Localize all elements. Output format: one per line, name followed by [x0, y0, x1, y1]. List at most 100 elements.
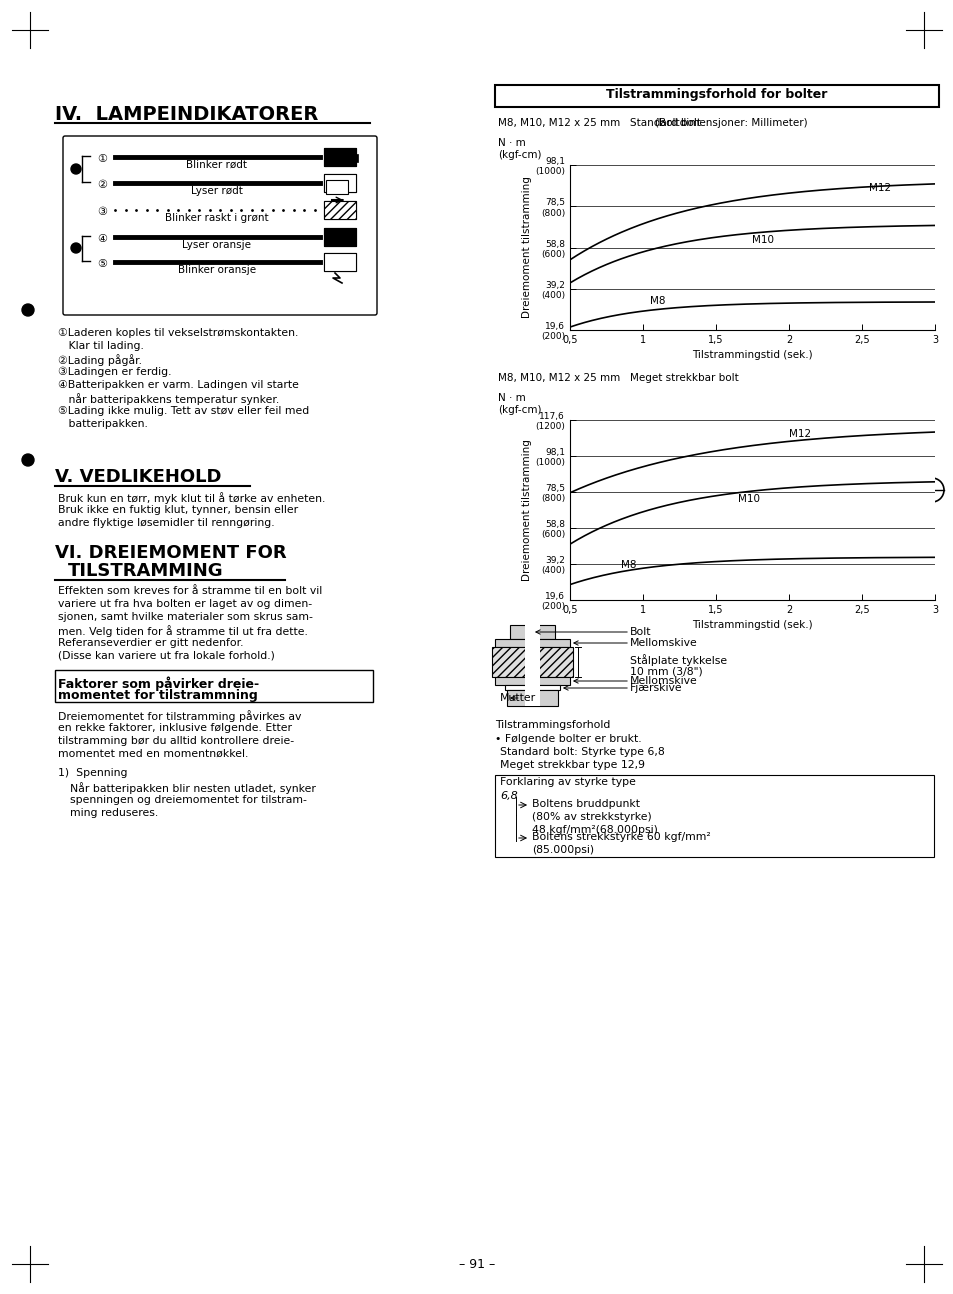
Text: M8, M10, M12 x 25 mm   Standard bolt: M8, M10, M12 x 25 mm Standard bolt — [497, 118, 700, 128]
Bar — [510, 625, 555, 639]
Text: variere ut fra hva bolten er laget av og dimen-: variere ut fra hva bolten er laget av og… — [58, 599, 312, 609]
Text: Effekten som kreves for å stramme til en bolt vil: Effekten som kreves for å stramme til en… — [58, 586, 322, 597]
Bar — [324, 228, 355, 246]
Text: Tilstrammingsforhold for bolter: Tilstrammingsforhold for bolter — [606, 88, 827, 101]
Text: ①Laderen koples til vekselstrømskontakten.: ①Laderen koples til vekselstrømskontakte… — [58, 327, 298, 338]
Bar — [324, 228, 355, 246]
Text: M8: M8 — [620, 560, 636, 569]
Text: ②Lading pågår.: ②Lading pågår. — [58, 355, 142, 366]
Bar — [324, 148, 355, 166]
Text: sjonen, samt hvilke materialer som skrus sam-: sjonen, samt hvilke materialer som skrus… — [58, 612, 313, 622]
Text: ⑤: ⑤ — [97, 259, 107, 269]
Text: 48 kgf/mm²(68.000psi): 48 kgf/mm²(68.000psi) — [532, 826, 658, 835]
Text: Bolt: Bolt — [536, 628, 651, 637]
Text: Når batteripakken blir nesten utladet, synker: Når batteripakken blir nesten utladet, s… — [70, 782, 315, 795]
Bar — [324, 148, 355, 166]
Text: (Disse kan variere ut fra lokale forhold.): (Disse kan variere ut fra lokale forhold… — [58, 651, 274, 661]
Text: M12: M12 — [788, 430, 810, 440]
Bar — [324, 254, 355, 270]
Text: Standard bolt: Styrke type 6,8: Standard bolt: Styrke type 6,8 — [499, 747, 664, 757]
Text: IV.  LAMPEINDIKATORER: IV. LAMPEINDIKATORER — [55, 105, 318, 124]
Circle shape — [71, 243, 81, 254]
Text: (kgf-cm): (kgf-cm) — [497, 150, 541, 160]
Bar — [324, 201, 355, 219]
Text: (80% av strekkstyrke): (80% av strekkstyrke) — [532, 813, 651, 822]
Bar — [324, 173, 355, 192]
Text: Bruk kun en tørr, myk klut til å tørke av enheten.: Bruk kun en tørr, myk klut til å tørke a… — [58, 492, 325, 503]
Text: Tilstrammingsforhold: Tilstrammingsforhold — [495, 719, 610, 730]
Text: momentet for tilstrammning: momentet for tilstrammning — [58, 688, 257, 703]
Text: ⑤Lading ikke mulig. Tett av støv eller feil med: ⑤Lading ikke mulig. Tett av støv eller f… — [58, 406, 309, 415]
Text: M8: M8 — [650, 296, 665, 307]
Bar — [324, 254, 355, 270]
Text: batteripakken.: batteripakken. — [58, 419, 148, 430]
Text: M12: M12 — [868, 182, 890, 193]
Text: ①: ① — [97, 154, 107, 164]
Text: Blinker oransje: Blinker oransje — [178, 265, 255, 276]
Bar — [506, 690, 558, 707]
Text: • Følgende bolter er brukt.: • Følgende bolter er brukt. — [495, 734, 641, 744]
Circle shape — [22, 454, 34, 466]
Text: Klar til lading.: Klar til lading. — [58, 342, 144, 351]
Bar — [346, 154, 357, 162]
Text: N · m: N · m — [497, 393, 525, 402]
Text: ④Batteripakken er varm. Ladingen vil starte: ④Batteripakken er varm. Ladingen vil sta… — [58, 380, 298, 389]
Bar — [55, 670, 373, 703]
Text: tilstramming bør du alltid kontrollere dreie-: tilstramming bør du alltid kontrollere d… — [58, 736, 294, 747]
Text: andre flyktige løsemidler til renngøring.: andre flyktige løsemidler til renngøring… — [58, 518, 274, 528]
Text: TILSTRAMMING: TILSTRAMMING — [68, 562, 223, 580]
Text: 10 mm (3/8"): 10 mm (3/8") — [629, 666, 702, 677]
Text: M10: M10 — [752, 236, 774, 245]
Text: N · m: N · m — [497, 138, 525, 148]
Text: Referanseverdier er gitt nedenfor.: Referanseverdier er gitt nedenfor. — [58, 638, 243, 648]
Text: når batteripakkens temperatur synker.: når batteripakkens temperatur synker. — [58, 393, 279, 405]
Text: Bruk ikke en fuktig klut, tynner, bensin eller: Bruk ikke en fuktig klut, tynner, bensin… — [58, 505, 297, 515]
Text: 6,8: 6,8 — [499, 791, 517, 801]
Text: Mellomskive: Mellomskive — [574, 638, 697, 648]
Text: Meget strekkbar type 12,9: Meget strekkbar type 12,9 — [499, 760, 644, 770]
Text: V. VEDLIKEHOLD: V. VEDLIKEHOLD — [55, 468, 221, 487]
Text: Dreiemomentet for tilstramming påvirkes av: Dreiemomentet for tilstramming påvirkes … — [58, 710, 301, 722]
Bar — [524, 624, 539, 707]
Bar — [495, 85, 938, 107]
Bar — [326, 180, 348, 194]
Text: Blinker raskt i grønt: Blinker raskt i grønt — [165, 214, 269, 223]
Circle shape — [71, 164, 81, 173]
Bar — [504, 685, 559, 690]
Text: Lyser rødt: Lyser rødt — [191, 186, 243, 195]
Bar — [324, 201, 355, 219]
Text: (Boltdimensjoner: Millimeter): (Boltdimensjoner: Millimeter) — [655, 118, 807, 128]
Y-axis label: Dreiemoment tilstramming: Dreiemoment tilstramming — [522, 439, 532, 581]
Text: VI. DREIEMOMENT FOR: VI. DREIEMOMENT FOR — [55, 543, 286, 562]
Text: (kgf-cm): (kgf-cm) — [497, 405, 541, 415]
Text: Mellomskive: Mellomskive — [574, 675, 697, 686]
Bar — [495, 639, 569, 647]
Bar — [495, 775, 933, 857]
Text: ③: ③ — [97, 207, 107, 217]
Text: – 91 –: – 91 – — [458, 1258, 495, 1271]
Text: en rekke faktorer, inklusive følgende. Etter: en rekke faktorer, inklusive følgende. E… — [58, 723, 292, 732]
Text: spenningen og dreiemomentet for tilstram-: spenningen og dreiemomentet for tilstram… — [70, 795, 307, 805]
X-axis label: Tilstrammingstid (sek.): Tilstrammingstid (sek.) — [692, 351, 812, 361]
Bar — [495, 677, 569, 685]
Text: Faktorer som påvirker dreie-: Faktorer som påvirker dreie- — [58, 675, 259, 691]
Text: ④: ④ — [97, 234, 107, 245]
Text: Blinker rødt: Blinker rødt — [186, 160, 247, 170]
Text: M8, M10, M12 x 25 mm   Meget strekkbar bolt: M8, M10, M12 x 25 mm Meget strekkbar bol… — [497, 373, 738, 383]
Y-axis label: Dreiemoment tilstramming: Dreiemoment tilstramming — [522, 176, 532, 318]
Text: 1)  Spenning: 1) Spenning — [58, 769, 128, 778]
Bar — [492, 647, 573, 677]
Text: ②: ② — [97, 180, 107, 190]
Text: men. Velg tiden for å stramme til ut fra dette.: men. Velg tiden for å stramme til ut fra… — [58, 625, 308, 637]
Text: Fjærskive: Fjærskive — [563, 683, 682, 694]
Text: Stålplate tykkelse: Stålplate tykkelse — [629, 653, 726, 666]
Text: Lyser oransje: Lyser oransje — [182, 239, 252, 250]
Text: Mutter: Mutter — [499, 694, 536, 703]
Text: ③Ladingen er ferdig.: ③Ladingen er ferdig. — [58, 367, 172, 378]
Text: Boltens bruddpunkt: Boltens bruddpunkt — [532, 798, 639, 809]
Text: Boltens strekkstyrke 60 kgf/mm²: Boltens strekkstyrke 60 kgf/mm² — [532, 832, 710, 842]
X-axis label: Tilstrammingstid (sek.): Tilstrammingstid (sek.) — [692, 620, 812, 630]
Text: momentet med en momentnøkkel.: momentet med en momentnøkkel. — [58, 749, 248, 760]
Text: Forklaring av styrke type: Forklaring av styrke type — [499, 776, 636, 787]
FancyBboxPatch shape — [63, 136, 376, 314]
